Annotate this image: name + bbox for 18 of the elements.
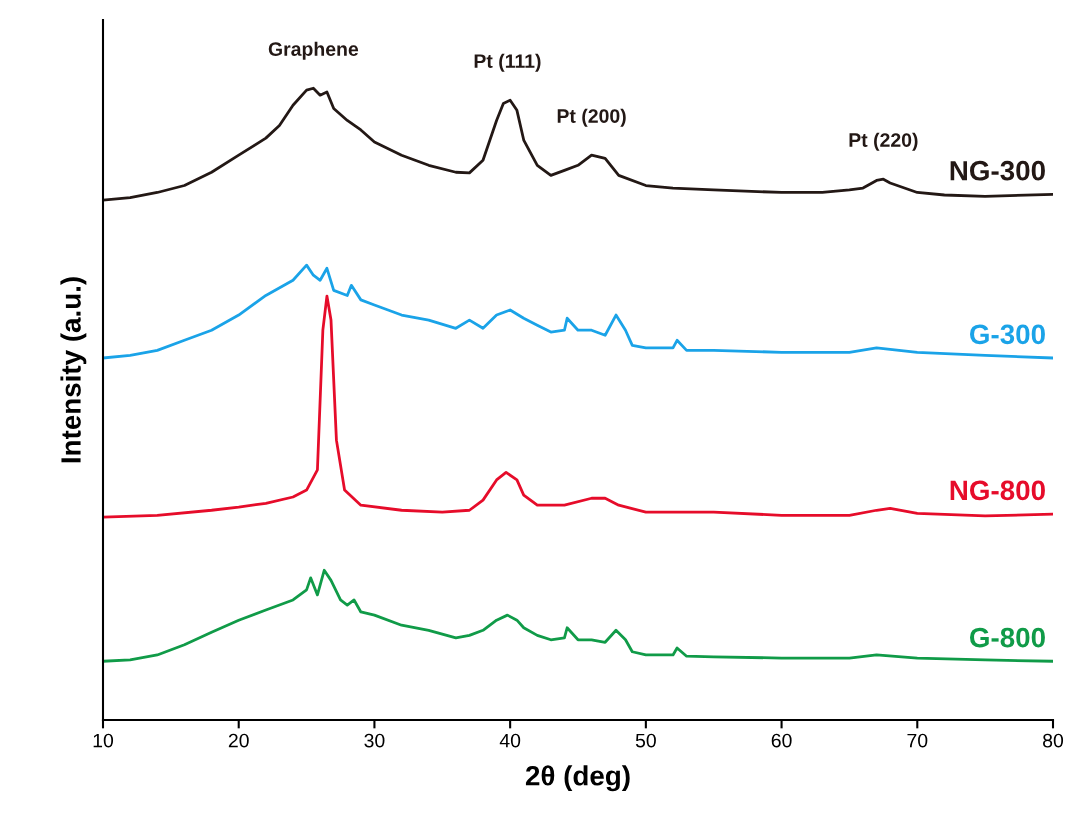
y-axis-title: Intensity (a.u.)	[60, 277, 87, 463]
x-tick-label: 70	[907, 733, 928, 748]
series-label: NG-800	[950, 480, 1045, 501]
x-tick-label: 50	[635, 733, 656, 748]
x-tick-label: 20	[228, 733, 249, 748]
x-tick-label: 30	[364, 733, 385, 748]
annotation: Pt (220)	[849, 132, 918, 151]
annotation: Graphene	[268, 41, 359, 60]
series-label: G-800	[970, 627, 1045, 648]
series-label: G-300	[970, 324, 1045, 345]
annotation: Pt (200)	[557, 108, 626, 127]
x-tick-label: 60	[771, 733, 792, 748]
x-tick-label: 40	[499, 733, 521, 748]
x-tick-label: 80	[1043, 733, 1064, 748]
x-tick-label: 10	[93, 733, 114, 748]
series-label: NG-300	[950, 160, 1045, 181]
annotation: Pt (111)	[474, 53, 541, 72]
x-axis-title: 2θ (deg)	[525, 765, 630, 792]
